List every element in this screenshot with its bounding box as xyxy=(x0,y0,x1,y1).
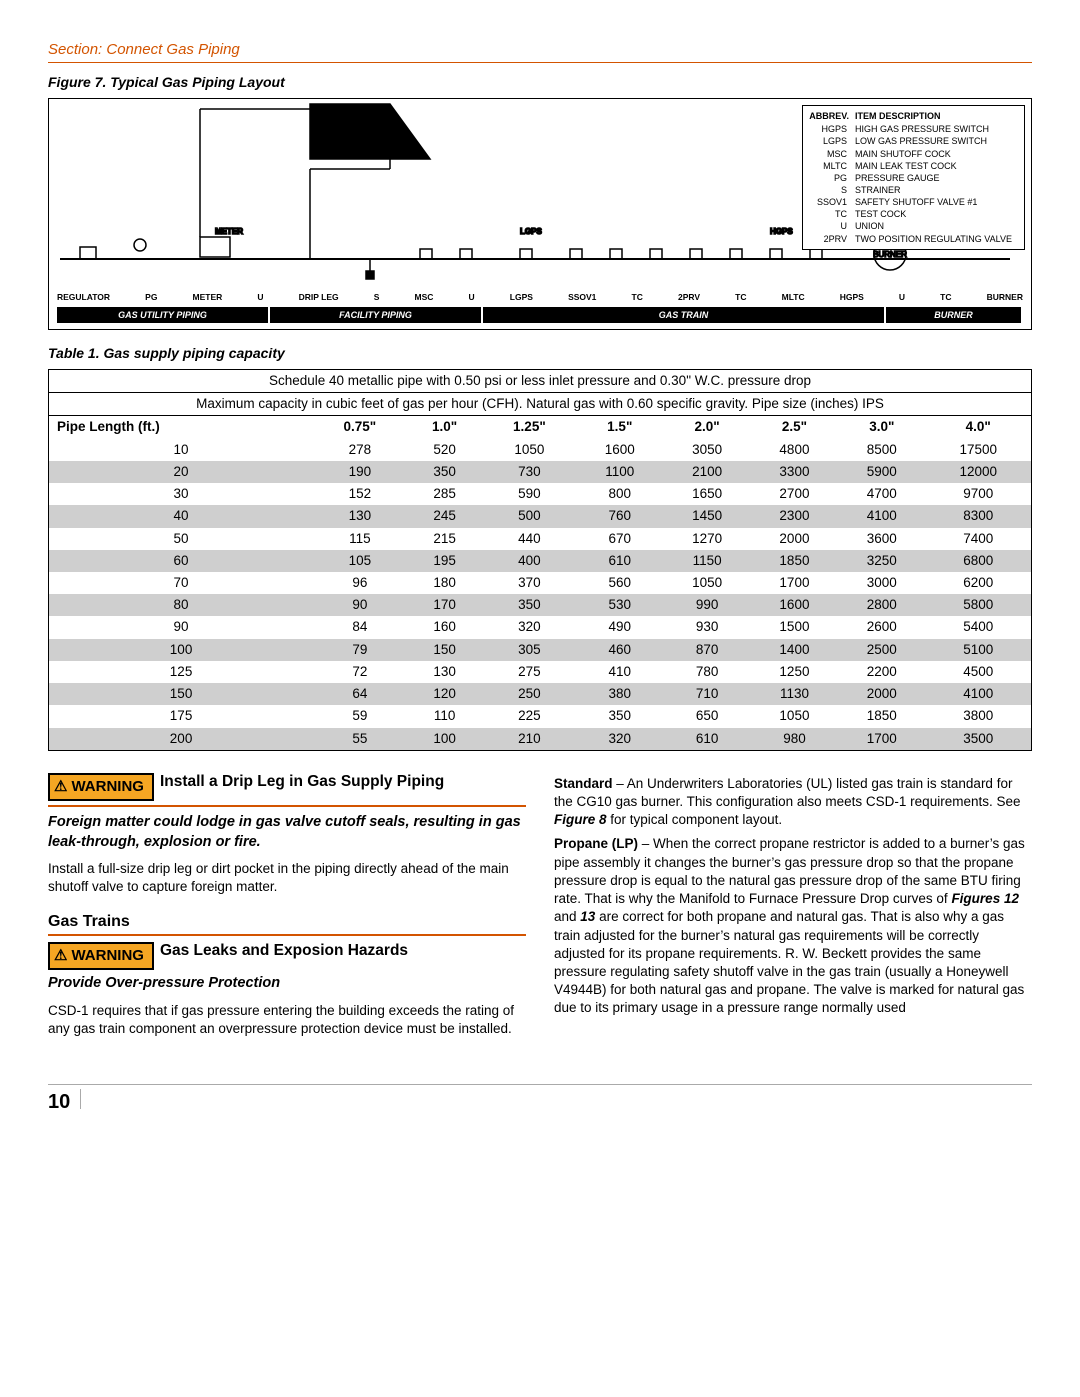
right-column: Standard – An Underwriters Laboratories … xyxy=(554,769,1032,1045)
body-text: Install a full-size drip leg or dirt poc… xyxy=(48,860,526,896)
figure-caption: Figure 7. Typical Gas Piping Layout xyxy=(48,73,1032,92)
warning-subtext: Foreign matter could lodge in gas valve … xyxy=(48,813,526,852)
body-text: Propane (LP) – When the correct propane … xyxy=(554,835,1032,1017)
warning-badge: WARNING xyxy=(48,942,154,970)
piping-diagram: BURNER LGPS HGPS METER ABBREV.ITEM DESCR… xyxy=(48,98,1032,330)
page-footer: 10 xyxy=(48,1084,1032,1116)
warning-badge: WARNING xyxy=(48,773,154,801)
svg-text:LGPS: LGPS xyxy=(520,227,542,236)
divider xyxy=(48,805,526,807)
warning-title: Gas Leaks and Exposion Hazards xyxy=(160,942,408,961)
svg-text:BURNER: BURNER xyxy=(873,250,907,259)
table-caption: Table 1. Gas supply piping capacity xyxy=(48,344,1032,363)
page-number: 10 xyxy=(48,1089,70,1116)
svg-text:METER: METER xyxy=(215,227,243,236)
warning-title: Install a Drip Leg in Gas Supply Piping xyxy=(160,773,444,792)
piping-segment-bar: GAS UTILITY PIPINGFACILITY PIPINGGAS TRA… xyxy=(57,307,1023,323)
component-labels-row: REGULATORPGMETERUDRIP LEGSMSCULGPSSSOV1T… xyxy=(57,292,1023,303)
capacity-table: Schedule 40 metallic pipe with 0.50 psi … xyxy=(48,369,1032,751)
body-text: Standard – An Underwriters Laboratories … xyxy=(554,775,1032,830)
divider xyxy=(48,934,526,936)
abbreviation-legend: ABBREV.ITEM DESCRIPTIONHGPSHIGH GAS PRES… xyxy=(802,105,1025,250)
left-column: WARNING Install a Drip Leg in Gas Supply… xyxy=(48,769,526,1045)
warning-subtext: Provide Over-pressure Protection xyxy=(48,974,526,994)
svg-text:HGPS: HGPS xyxy=(770,227,793,236)
body-text: CSD-1 requires that if gas pressure ente… xyxy=(48,1002,526,1038)
section-header: Section: Connect Gas Piping xyxy=(48,40,1032,63)
subheading-gas-trains: Gas Trains xyxy=(48,911,526,933)
